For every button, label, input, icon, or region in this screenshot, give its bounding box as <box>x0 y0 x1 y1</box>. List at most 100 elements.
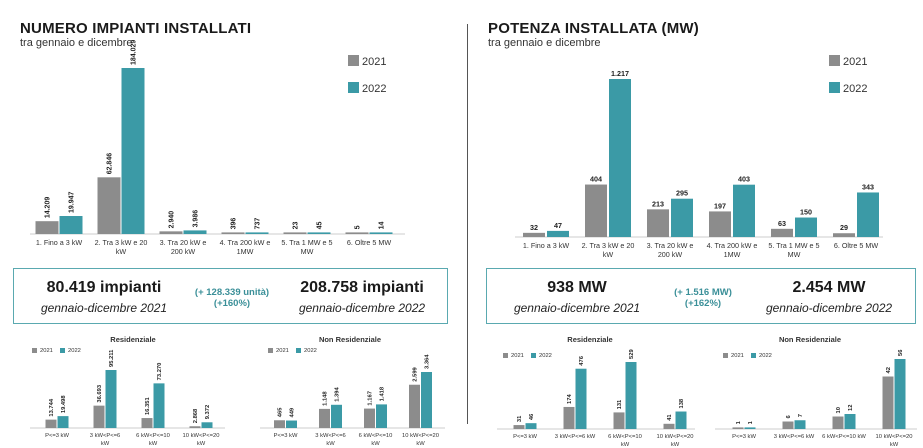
data-label-2022-3: 3.364 <box>425 354 431 369</box>
data-label-2022-3: 56 <box>898 349 904 356</box>
data-label-2021-0: 14.209 <box>44 197 51 219</box>
legend-label-2021: 2021 <box>511 353 524 359</box>
data-label-2022-1: 7 <box>798 414 804 417</box>
legend-label-2021: 2021 <box>731 353 744 359</box>
panel-divider <box>467 24 468 424</box>
chart-impianti-main: 14.209 19.947 1. Fino a 3 kW 62.846 184.029 2… <box>30 40 405 256</box>
legend-swatch-2022 <box>60 348 65 353</box>
bar-2022-4 <box>795 217 817 237</box>
category-label-3: kW <box>197 441 206 447</box>
category-label-1: 2. Tra 3 kW e 20 <box>95 238 148 247</box>
left-title: NUMERO IMPIANTI INSTALLATI <box>20 20 252 37</box>
chart-title: Non Residenziale <box>319 335 381 344</box>
data-label-2022-0: 19.498 <box>61 395 67 414</box>
data-label-2022-2: 3.986 <box>192 210 199 228</box>
bar-2021-3 <box>709 211 731 237</box>
data-label-2021-0: 31 <box>517 415 523 422</box>
bar-2021-1 <box>563 406 575 429</box>
category-label-3: kW <box>416 441 425 447</box>
data-label-2022-2: 1.418 <box>380 386 386 401</box>
category-label-2: 200 kW <box>171 247 196 256</box>
data-label-2021-2: 10 <box>836 407 842 413</box>
summary-delta-mw: (+ 1.516 MW) <box>674 287 732 298</box>
data-label-2022-0: 46 <box>529 413 535 420</box>
category-label-1: kW <box>326 441 335 447</box>
bar-2021-1 <box>585 184 607 237</box>
chart-title: Non Residenziale <box>779 335 841 344</box>
summary-period-2022: gennaio-dicembre 2022 <box>298 301 426 315</box>
data-label-2021-1: 1.148 <box>323 391 329 406</box>
bar-2021-4 <box>771 228 793 237</box>
data-label-2022-3: 138 <box>679 398 685 408</box>
data-label-2022-1: 1.217 <box>611 69 629 78</box>
bar-2021-4 <box>283 232 307 234</box>
chart-title: Residenziale <box>567 335 612 344</box>
bar-2021-1 <box>93 405 105 428</box>
bar-2022-0 <box>286 420 297 428</box>
summary-value-2022: 208.758 impianti <box>300 279 424 296</box>
summary-delta-percent: (+160%) <box>213 298 251 309</box>
bar-2022-1 <box>105 370 117 428</box>
data-label-2021-1: 36.693 <box>97 384 103 403</box>
data-label-2021-2: 131 <box>617 399 623 409</box>
bar-2022-3 <box>894 359 906 429</box>
legend-swatch-2022 <box>296 348 301 353</box>
chart-potenza-main: 32 47 1. Fino a 3 kW 404 1.217 2. Tra 3 kW e … <box>515 55 883 259</box>
bar-2022-2 <box>671 198 693 237</box>
category-label-3: 1MW <box>237 247 254 256</box>
category-label-4: 5. Tra 1 MW e 5 <box>281 238 332 247</box>
legend-swatch-2022 <box>751 353 756 358</box>
bar-2022-3 <box>733 184 755 237</box>
bar-2021-5 <box>345 232 369 234</box>
bar-2021-3 <box>221 232 245 234</box>
left-subtitle: tra gennaio e dicembre <box>20 37 133 49</box>
category-label-2: kW <box>621 442 630 448</box>
data-label-2021-3: 41 <box>667 414 673 421</box>
legend-swatch-2021 <box>723 353 728 358</box>
category-label-3: 4. Tra 200 kW e <box>220 238 271 247</box>
data-label-2022-1: 184.029 <box>130 40 137 65</box>
category-label-3: 10 kW<P<=20 <box>183 433 220 439</box>
legend-swatch-2022 <box>348 82 359 93</box>
data-label-2022-3: 737 <box>254 218 261 230</box>
data-label-2021-3: 42 <box>886 367 892 373</box>
data-label-2022-5: 343 <box>862 182 874 191</box>
bar-2022-3 <box>245 232 269 234</box>
summary-period-2021: gennaio-dicembre 2021 <box>513 301 641 315</box>
summary-box-potenza: 938 MW gennaio-dicembre 2021 (+ 1.516 MW… <box>486 268 916 324</box>
legend-label-2021: 2021 <box>276 348 289 354</box>
chart-potenza-residenziale: Residenziale 31 46 P<=3 kW 174 476 3 kW<P<=6 k… <box>497 335 695 448</box>
data-label-2022-4: 45 <box>316 222 323 230</box>
category-label-4: 5. Tra 1 MW e 5 <box>768 241 819 250</box>
bar-2021-1 <box>782 421 794 429</box>
legend-swatch-2022 <box>829 82 840 93</box>
data-label-2022-4: 150 <box>800 208 812 217</box>
legend-label-2022: 2022 <box>362 83 386 95</box>
data-label-2021-1: 62.846 <box>106 153 113 175</box>
data-label-2022-2: 529 <box>629 349 635 359</box>
data-label-2022-1: 1.394 <box>335 387 341 402</box>
category-label-2: 200 kW <box>658 250 683 259</box>
bar-2022-0 <box>525 423 537 429</box>
bar-2022-1 <box>121 68 145 234</box>
bar-2021-2 <box>832 416 844 429</box>
category-label-3: 10 kW<P<=20 <box>657 434 694 440</box>
data-label-2021-2: 16.351 <box>145 397 151 416</box>
data-label-2021-3: 197 <box>714 201 726 210</box>
bar-2022-1 <box>794 420 806 429</box>
bar-2022-2 <box>153 383 165 428</box>
bar-2021-2 <box>364 408 375 428</box>
category-label-0: P<=3 kW <box>732 434 756 440</box>
bar-2021-2 <box>613 412 625 429</box>
summary-period-2021: gennaio-dicembre 2021 <box>40 301 168 315</box>
bar-2022-3 <box>201 422 213 428</box>
bar-2021-0 <box>274 420 285 428</box>
data-label-2022-2: 73.270 <box>157 363 163 381</box>
right-title: POTENZA INSTALLATA (MW) <box>488 20 699 37</box>
data-label-2022-0: 19.947 <box>68 191 75 213</box>
bar-2022-5 <box>369 232 393 234</box>
bar-2022-2 <box>376 404 387 428</box>
category-label-5: 6. Oltre 5 MW <box>347 238 392 247</box>
bar-2021-2 <box>159 231 183 234</box>
category-label-3: 10 kW<P<=20 <box>876 434 913 440</box>
